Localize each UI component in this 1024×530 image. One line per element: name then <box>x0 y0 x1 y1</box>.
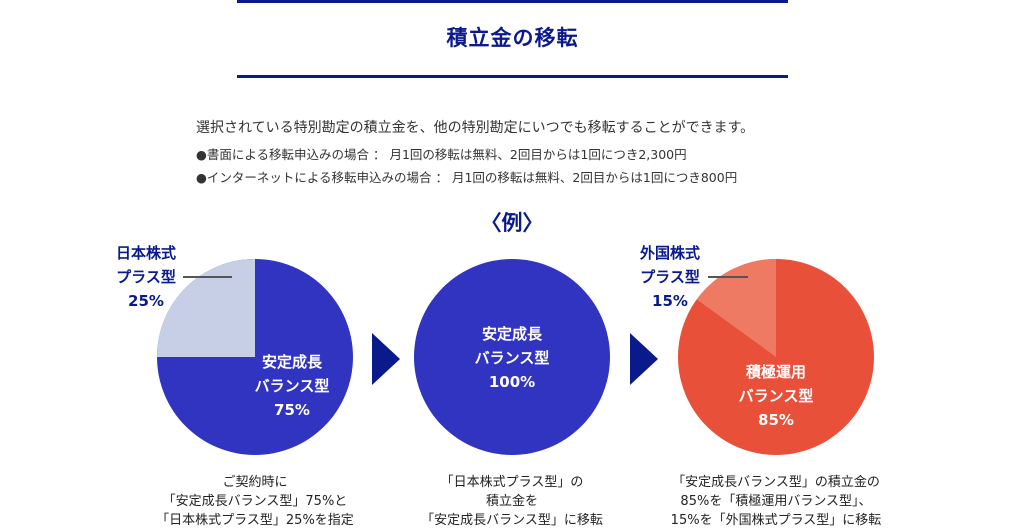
title-top-rule <box>237 0 788 3</box>
pie1-leader-line <box>183 276 232 278</box>
page-title: 積立金の移転 <box>446 26 579 50</box>
pie-chart-initial <box>157 259 353 455</box>
arrow-right-icon <box>630 333 658 385</box>
pie1-caption: ご契約時に 「安定成長バランス型」75%と 「日本株式プラス型」25%を指定 <box>156 475 354 528</box>
pie-chart-after-transfer-2 <box>678 259 874 455</box>
title-bottom-rule <box>237 75 788 78</box>
pie-slice-foreign-equity <box>696 259 776 357</box>
pie3-outer-label: 外国株式 プラス型 15% <box>639 244 700 310</box>
example-heading: 〈例〉 <box>480 211 544 235</box>
pie1-outer-label: 日本株式 プラス型 25% <box>115 244 176 310</box>
description-text: 選択されている特別勘定の積立金を、他の特別勘定にいつでも移転することができます。 <box>196 120 755 136</box>
pie-initial-graphic <box>157 259 353 455</box>
pie1-inner-label: 安定成長 バランス型 75% <box>254 353 330 419</box>
pie-chart-after-transfer-1 <box>414 259 610 455</box>
pie-slice-japan-equity <box>157 259 255 357</box>
pie-after2-graphic <box>678 259 874 455</box>
pie-slice-stable-growth-full <box>414 259 610 455</box>
pie3-caption: 「安定成長バランス型」の積立金の 85%を「積極運用バランス型」、 15%を「外… <box>670 475 882 528</box>
pie2-caption: 「日本株式プラス型」の 積立金を 「安定成長バランス型」に移転 <box>421 475 603 528</box>
pie2-inner-label: 安定成長 バランス型 100% <box>474 325 550 391</box>
pie-after1-graphic <box>414 259 610 455</box>
pie3-inner-label: 積極運用 バランス型 85% <box>738 363 814 429</box>
arrow-right-icon <box>372 333 400 385</box>
fee-bullet-internet: ●インターネットによる移転申込みの場合 ： 月1回の移転は無料、2回目からは1回… <box>196 170 738 185</box>
pie3-leader-line <box>708 276 748 278</box>
fee-bullet-paper: ●書面による移転申込みの場合 ： 月1回の移転は無料、2回目からは1回につき2,… <box>196 147 687 162</box>
